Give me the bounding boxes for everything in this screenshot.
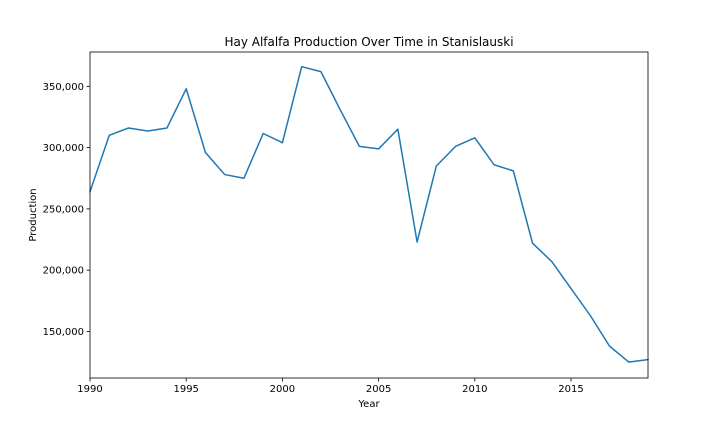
y-axis-label: Production xyxy=(28,188,39,241)
x-tick-label: 1990 xyxy=(77,384,102,395)
y-tick-label: 150,000 xyxy=(43,327,84,338)
series-line xyxy=(89,65,649,363)
y-tick-label: 250,000 xyxy=(43,204,84,215)
y-tick-label: 300,000 xyxy=(43,143,84,154)
plot-frame xyxy=(89,51,649,379)
chart-title: Hay Alfalfa Production Over Time in Stan… xyxy=(224,35,513,49)
x-tick-label: 2000 xyxy=(270,384,295,395)
x-tick-label: 1995 xyxy=(173,384,198,395)
y-tick-label: 350,000 xyxy=(43,82,84,93)
x-tick-label: 2015 xyxy=(558,384,583,395)
x-tick-label: 2010 xyxy=(462,384,487,395)
plot-area: 1990 1995 2000 2005 2010 2015 150,000 200,000 25… xyxy=(43,51,649,395)
x-axis-label: Year xyxy=(357,399,380,410)
x-tick-label: 2005 xyxy=(366,384,391,395)
y-tick-label: 200,000 xyxy=(43,266,84,277)
